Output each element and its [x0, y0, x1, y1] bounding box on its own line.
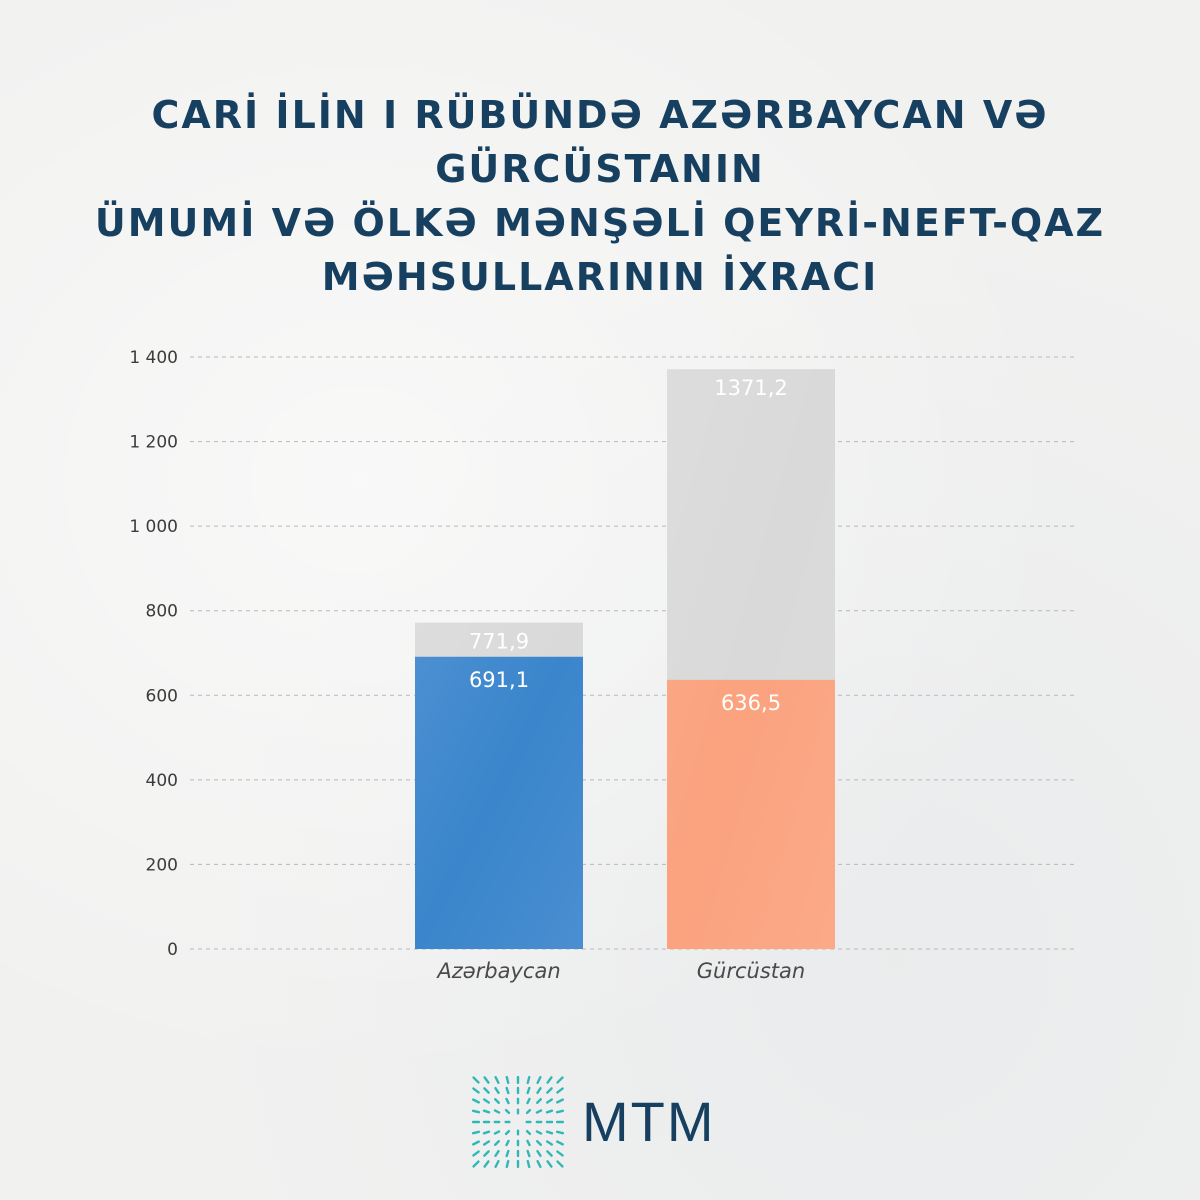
mtm-logo-mark-icon — [471, 1075, 565, 1169]
bar-sheen — [667, 369, 835, 949]
logo-dash — [536, 1140, 542, 1146]
logo-dash — [483, 1087, 490, 1094]
y-tick-label: 400 — [146, 771, 178, 791]
mtm-logo: MTM — [470, 1074, 740, 1174]
logo-dash — [472, 1140, 480, 1146]
logo-dash — [535, 1130, 543, 1135]
logo-dash — [546, 1076, 553, 1084]
logo-dash — [536, 1087, 542, 1094]
grid-lines — [190, 356, 1075, 950]
logo-dash — [482, 1130, 491, 1135]
logo-dash — [556, 1098, 564, 1104]
logo-dash — [546, 1150, 553, 1157]
logo-dash — [472, 1160, 480, 1168]
logo-dash — [546, 1160, 553, 1168]
y-axis-ticks: 0 200 400 600 800 1 000 1 200 1 400 — [129, 348, 178, 960]
chart-title-line-1: CARİ İLİN I RÜBÜNDƏ AZƏRBAYCAN VƏ GÜRCÜS… — [151, 93, 1049, 191]
logo-dash — [471, 1109, 481, 1114]
bars — [415, 369, 835, 949]
x-category-label: Gürcüstan — [697, 959, 805, 983]
logo-dash — [555, 1109, 565, 1114]
y-tick-label: 1 400 — [129, 348, 178, 368]
logo-dash — [494, 1150, 500, 1157]
logo-dash — [505, 1159, 510, 1169]
logo-dash — [536, 1098, 542, 1104]
logo-dash — [483, 1160, 490, 1168]
logo-dash — [483, 1140, 490, 1146]
logo-dash — [504, 1108, 511, 1115]
logo-dash — [494, 1087, 500, 1094]
logo-dash — [536, 1076, 542, 1084]
logo-dash — [472, 1076, 480, 1084]
logo-dash — [546, 1087, 553, 1094]
logo-dash — [526, 1139, 531, 1147]
y-tick-label: 200 — [146, 855, 178, 875]
y-tick-label: 0 — [167, 940, 178, 960]
logo-dash — [483, 1076, 490, 1084]
value-labels: 771,9 691,1 1371,2 636,5 — [469, 376, 788, 715]
logo-dash — [556, 1140, 564, 1146]
logo-dash — [505, 1075, 510, 1085]
logo-dash — [505, 1097, 510, 1105]
chart-title: CARİ İLİN I RÜBÜNDƏ AZƏRBAYCAN VƏ GÜRCÜS… — [60, 88, 1140, 304]
logo-dash — [526, 1097, 531, 1105]
logo-dash — [526, 1149, 531, 1158]
logo-dash — [556, 1076, 564, 1084]
logo-dash — [546, 1098, 553, 1104]
logo-dash — [556, 1160, 564, 1168]
logo-dash — [494, 1098, 500, 1104]
x-category-label: Azərbaycan — [435, 959, 560, 983]
logo-dash — [483, 1098, 490, 1104]
logo-dash — [526, 1086, 531, 1095]
logo-dash — [494, 1140, 500, 1146]
logo-dash — [505, 1149, 510, 1158]
logo-dash — [545, 1109, 554, 1114]
logo-dash — [494, 1076, 500, 1084]
y-tick-label: 800 — [146, 602, 178, 622]
mtm-logo-text: MTM — [582, 1090, 716, 1153]
logo-dash — [556, 1150, 564, 1157]
logo-dash — [493, 1109, 501, 1114]
logo-dash — [471, 1130, 481, 1135]
logo-dash — [536, 1150, 542, 1157]
value-label-domestic: 691,1 — [469, 668, 529, 692]
logo-dash — [493, 1130, 501, 1135]
chart-title-line-2: ÜMUMİ VƏ ÖLKƏ MƏNŞƏLİ QEYRİ-NEFT-QAZ — [94, 201, 1106, 245]
logo-dash — [546, 1140, 553, 1146]
logo-dash — [526, 1159, 531, 1169]
logo-dash — [472, 1087, 480, 1094]
logo-dash — [494, 1160, 500, 1168]
bar-chart: 0 200 400 600 800 1 000 1 200 1 400 771,9 691,1 1… — [129, 348, 1075, 983]
value-label-domestic: 636,5 — [721, 691, 781, 715]
logo-dash — [504, 1129, 511, 1136]
logo-dash — [482, 1109, 491, 1114]
logo-dash — [525, 1108, 532, 1115]
logo-dash — [505, 1086, 510, 1095]
chart-title-line-3: MƏHSULLARININ İXRACI — [321, 255, 879, 299]
logo-dash — [525, 1129, 532, 1136]
value-label-total: 771,9 — [469, 630, 529, 654]
logo-dash — [472, 1098, 480, 1104]
logo-dash — [555, 1130, 565, 1135]
y-tick-label: 1 000 — [129, 517, 178, 537]
value-label-total: 1371,2 — [714, 376, 787, 400]
logo-dash — [505, 1139, 510, 1147]
logo-dash — [483, 1150, 490, 1157]
y-tick-label: 600 — [146, 686, 178, 706]
logo-dash — [472, 1150, 480, 1157]
bar-sheen — [415, 622, 583, 949]
logo-dash — [526, 1075, 531, 1085]
logo-dash — [545, 1130, 554, 1135]
logo-dash — [556, 1087, 564, 1094]
y-tick-label: 1 200 — [129, 433, 178, 453]
x-axis-categories: Azərbaycan Gürcüstan — [435, 959, 805, 983]
logo-dash — [535, 1109, 543, 1114]
logo-dash — [536, 1160, 542, 1168]
